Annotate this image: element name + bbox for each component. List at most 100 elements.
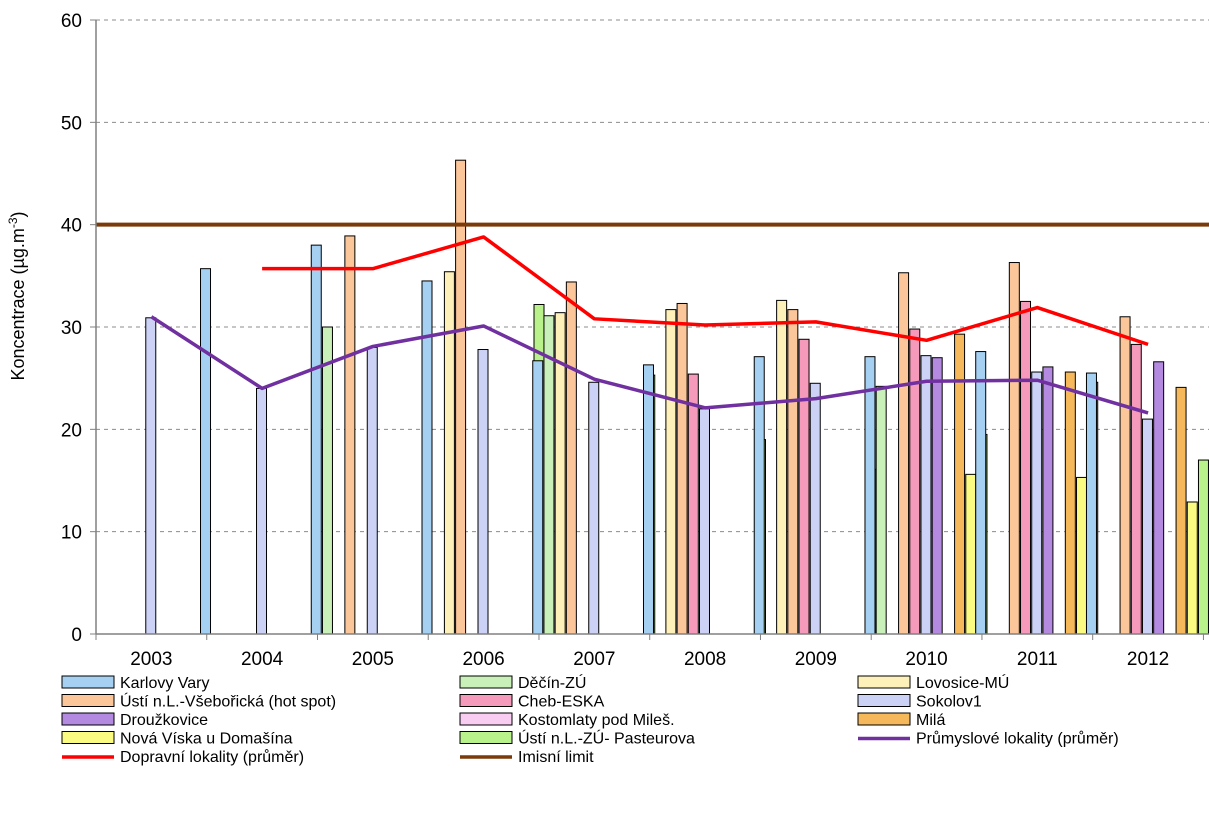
legend-entry: Milá — [857, 712, 945, 729]
legend-swatch — [61, 712, 115, 726]
bar — [1042, 366, 1054, 635]
legend-entry: Děčín-ZÚ — [459, 673, 586, 692]
bar — [1119, 316, 1131, 635]
legend-label: Ústí n.L.-Všebořická (hot spot) — [120, 692, 336, 711]
bar — [443, 271, 455, 635]
axes — [95, 20, 1209, 640]
legend-swatch — [61, 731, 115, 744]
bar — [665, 309, 677, 635]
bar — [1141, 418, 1153, 635]
bar — [1031, 371, 1043, 635]
bar — [698, 408, 710, 635]
bar — [477, 349, 489, 635]
legend-label: Lovosice-MÚ — [916, 673, 1009, 692]
bar — [975, 351, 987, 635]
x-tick-labels: 2003 2004 2005 2006 2007 2008 2009 2010 2011 2012 — [130, 649, 1169, 670]
bar — [344, 235, 356, 635]
legend-swatch — [857, 712, 911, 726]
legend-entry: Cheb-ESKA — [459, 694, 605, 711]
legend-label: Dopravní lokality (průměr) — [120, 748, 304, 766]
bar — [1076, 476, 1088, 635]
x-tick-label: 2005 — [352, 649, 394, 670]
legend-entry: Průmyslové lokality (průměr) — [858, 730, 1119, 748]
bar — [200, 268, 212, 635]
bar — [1020, 300, 1032, 635]
legend-label: Droužkovice — [120, 712, 208, 729]
series-line — [262, 235, 1149, 347]
legend-label: Kostomlaty pod Mileš. — [518, 712, 675, 729]
bar — [687, 373, 699, 635]
bar — [954, 333, 966, 635]
bar — [909, 328, 921, 635]
legend-entry: Kostomlaty pod Mileš. — [459, 712, 675, 729]
legend-swatch — [459, 675, 513, 689]
bar — [145, 317, 157, 635]
bar — [809, 382, 821, 635]
x-tick-label: 2008 — [684, 649, 726, 670]
x-tick-label: 2012 — [1127, 649, 1169, 670]
legend-entry: Sokolov1 — [857, 694, 982, 711]
legend-label: Cheb-ESKA — [518, 694, 605, 711]
bar — [532, 360, 544, 635]
y-tick-label: 0 — [71, 625, 82, 646]
legend-swatch — [459, 731, 513, 744]
bar — [310, 244, 322, 635]
bar — [931, 357, 943, 635]
legend-swatch — [459, 694, 513, 707]
bar — [543, 315, 555, 635]
bar — [1175, 386, 1187, 635]
x-tick-label: 2003 — [130, 649, 172, 670]
legend-swatch — [857, 675, 911, 689]
bar — [676, 302, 688, 635]
y-tick-label: 10 — [61, 523, 82, 544]
bar — [864, 356, 876, 635]
y-tick-label: 30 — [61, 318, 82, 339]
legend-entry: Ústí n.L.-Všebořická (hot spot) — [61, 692, 336, 711]
x-tick-label: 2011 — [1017, 649, 1058, 670]
x-tick-label: 2009 — [795, 649, 837, 670]
bar — [1186, 501, 1198, 635]
bar — [366, 346, 378, 635]
bar — [753, 356, 765, 635]
legend: Karlovy Vary Děčín-ZÚ Lovosice-MÚ Ústí n.L.… — [61, 673, 1119, 766]
legend-label: Sokolov1 — [916, 694, 982, 711]
legend-entry: Dopravní lokality (průměr) — [62, 748, 304, 766]
legend-entry: Lovosice-MÚ — [857, 673, 1009, 692]
y-tick-label: 50 — [61, 113, 82, 134]
x-tick-label: 2007 — [573, 649, 615, 670]
legend-swatch — [857, 694, 911, 707]
legend-label: Průmyslové lokality (průměr) — [916, 730, 1119, 748]
bar — [965, 473, 977, 635]
bar — [798, 338, 810, 635]
bar — [1008, 262, 1020, 635]
bar — [898, 272, 910, 635]
x-tick-label: 2006 — [462, 649, 504, 670]
legend-label: Nová Víska u Domašína — [120, 731, 293, 748]
bar — [455, 159, 467, 635]
legend-label: Ústí n.L.-ZÚ- Pasteurova — [518, 729, 695, 748]
x-tick-label: 2004 — [241, 649, 284, 670]
bar — [1064, 371, 1076, 635]
legend-swatch — [61, 675, 115, 689]
legend-entry: Nová Víska u Domašína — [61, 731, 293, 748]
y-tick-label: 60 — [61, 11, 82, 32]
bar — [920, 355, 932, 635]
bar — [776, 299, 788, 635]
legend-entry: Karlovy Vary — [61, 675, 210, 692]
bar — [787, 309, 799, 635]
bar — [642, 364, 654, 635]
legend-label: Děčín-ZÚ — [518, 673, 586, 692]
bar — [321, 326, 333, 635]
legend-label: Karlovy Vary — [120, 675, 210, 692]
bar — [588, 381, 600, 635]
legend-entry: Ústí n.L.-ZÚ- Pasteurova — [459, 729, 695, 748]
y-tick-label: 40 — [61, 216, 82, 237]
series-lines — [96, 222, 1209, 415]
bar — [1197, 459, 1209, 635]
legend-entry: Droužkovice — [61, 712, 208, 729]
bar — [1130, 343, 1142, 635]
x-tick-label: 2010 — [905, 649, 947, 670]
legend-swatch — [61, 694, 115, 707]
legend-label: Imisní limit — [518, 749, 594, 766]
